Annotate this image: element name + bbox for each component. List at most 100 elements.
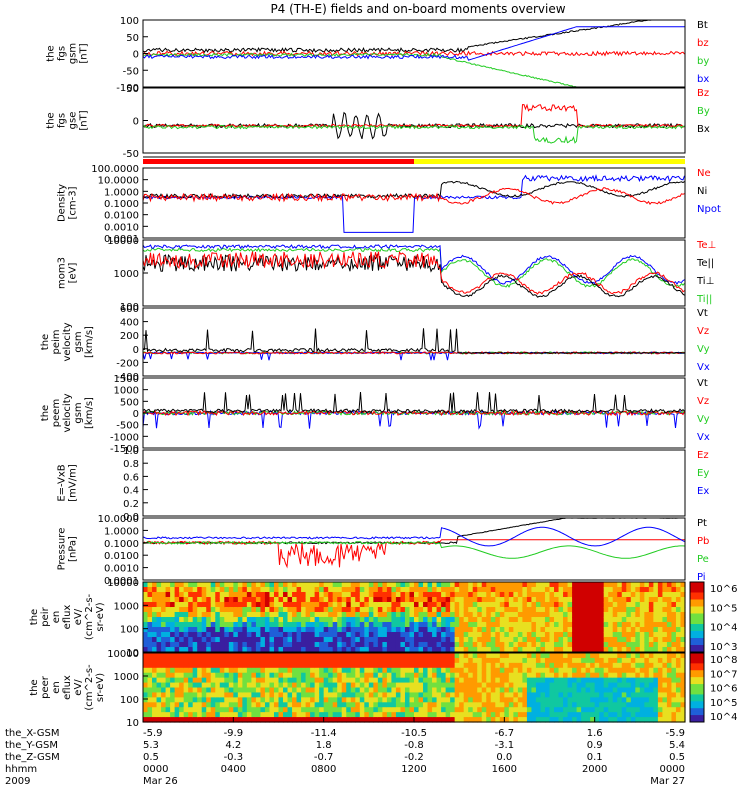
electron-spectrogram-cell	[504, 677, 510, 684]
ion-spectrogram-cell	[477, 642, 483, 648]
ion-spectrogram-cell	[310, 632, 316, 638]
ion-spectrogram-cell	[206, 647, 212, 653]
y-axis-label: peem	[51, 399, 62, 427]
ion-spectrogram-cell	[572, 582, 578, 588]
electron-spectrogram-cell	[450, 677, 456, 684]
ion-spectrogram-cell	[215, 632, 221, 638]
electron-spectrogram-cell	[436, 662, 442, 669]
electron-spectrogram-cell	[572, 712, 578, 718]
ion-spectrogram-cell	[287, 622, 293, 628]
ion-spectrogram-cell	[504, 612, 510, 618]
ion-spectrogram-cell	[495, 647, 501, 653]
electron-spectrogram-cell	[368, 702, 374, 708]
electron-spectrogram-cell	[653, 702, 659, 708]
electron-spectrogram-cell	[513, 653, 519, 659]
ion-spectrogram-cell	[179, 647, 185, 653]
electron-spectrogram-cell	[499, 687, 505, 694]
electron-spectrogram-cell	[350, 657, 356, 664]
electron-spectrogram-cell	[427, 667, 433, 674]
electron-spectrogram-cell	[617, 662, 623, 669]
ion-spectrogram-cell	[400, 637, 406, 643]
ion-spectrogram-cell	[427, 582, 433, 588]
electron-spectrogram-cell	[260, 687, 266, 694]
electron-spectrogram-cell	[409, 677, 415, 684]
y-tick-label: 0	[133, 345, 139, 356]
ion-spectrogram-cell	[233, 622, 239, 628]
ion-spectrogram-cell	[395, 637, 402, 643]
ion-spectrogram-cell	[170, 632, 176, 638]
electron-spectrogram-cell	[251, 707, 257, 713]
ion-spectrogram-cell	[201, 627, 207, 633]
electron-spectrogram-cell	[558, 677, 564, 684]
electron-spectrogram-cell	[269, 707, 275, 713]
ion-spectrogram-cell	[612, 607, 618, 613]
ion-spectrogram-cell	[409, 637, 415, 643]
ion-spectrogram-cell	[197, 617, 203, 623]
electron-spectrogram-cell	[373, 712, 379, 718]
y-axis-label: peir	[40, 606, 51, 626]
ion-spectrogram-cell	[165, 582, 171, 588]
electron-spectrogram-cell	[558, 697, 564, 703]
electron-spectrogram-cell	[666, 687, 673, 694]
electron-spectrogram-cell	[648, 657, 654, 664]
electron-spectrogram-cell	[590, 662, 596, 669]
electron-spectrogram-cell	[657, 707, 664, 713]
ion-spectrogram-cell	[143, 642, 149, 648]
ion-spectrogram-cell	[585, 592, 591, 598]
electron-spectrogram-cell	[459, 677, 465, 684]
ion-spectrogram-cell	[364, 637, 370, 643]
electron-spectrogram-cell	[535, 707, 542, 713]
ion-spectrogram-cell	[504, 602, 510, 608]
electron-spectrogram-cell	[152, 692, 158, 698]
ion-spectrogram-cell	[477, 617, 483, 623]
electron-spectrogram-cell	[454, 653, 460, 659]
electron-spectrogram-cell	[558, 702, 564, 708]
ion-spectrogram-cell	[310, 587, 316, 593]
ion-spectrogram-cell	[386, 627, 393, 633]
electron-spectrogram-cell	[472, 677, 478, 684]
ion-spectrogram-cell	[585, 602, 591, 608]
ion-spectrogram-cell	[391, 587, 397, 593]
ion-spectrogram-cell	[183, 597, 189, 603]
ion-spectrogram-cell	[657, 627, 664, 633]
ion-spectrogram-cell	[653, 602, 659, 608]
ion-spectrogram-cell	[504, 637, 510, 643]
ion-spectrogram-cell	[581, 597, 587, 603]
electron-spectrogram-cell	[319, 687, 325, 694]
ion-spectrogram-cell	[486, 622, 492, 628]
electron-spectrogram-cell	[675, 717, 682, 723]
ion-spectrogram-cell	[237, 607, 243, 613]
ion-spectrogram-cell	[292, 642, 298, 648]
ion-spectrogram-cell	[490, 592, 496, 598]
ion-spectrogram-cell	[215, 592, 221, 598]
ion-spectrogram-cell	[165, 587, 171, 593]
electron-spectrogram-cell	[630, 667, 636, 674]
ion-spectrogram-cell	[278, 612, 284, 618]
y-axis-label: [nT]	[79, 110, 90, 130]
ion-spectrogram-cell	[576, 632, 582, 638]
electron-spectrogram-cell	[481, 672, 487, 679]
ion-spectrogram-cell	[283, 637, 289, 643]
electron-spectrogram-cell	[414, 677, 420, 684]
ion-spectrogram-cell	[504, 582, 510, 588]
ion-spectrogram-cell	[201, 612, 207, 618]
electron-spectrogram-cell	[522, 702, 528, 708]
electron-spectrogram-cell	[468, 697, 474, 703]
electron-spectrogram-cell	[165, 702, 171, 708]
electron-spectrogram-cell	[427, 692, 433, 698]
electron-spectrogram-cell	[210, 692, 216, 698]
electron-spectrogram-cell	[454, 697, 460, 703]
ion-spectrogram-cell	[581, 582, 587, 588]
ion-spectrogram-cell	[468, 587, 474, 593]
electron-spectrogram-cell	[170, 672, 176, 679]
electron-spectrogram-cell	[368, 682, 374, 689]
ion-spectrogram-cell	[224, 637, 230, 643]
electron-spectrogram-cell	[273, 672, 280, 679]
ion-spectrogram-cell	[468, 597, 474, 603]
electron-spectrogram-cell	[504, 667, 510, 674]
ion-spectrogram-cell	[179, 602, 185, 608]
ion-spectrogram-cell	[653, 647, 659, 653]
electron-spectrogram-cell	[621, 682, 627, 689]
ion-spectrogram-cell	[612, 612, 618, 618]
y-axis-label: the	[29, 679, 40, 695]
